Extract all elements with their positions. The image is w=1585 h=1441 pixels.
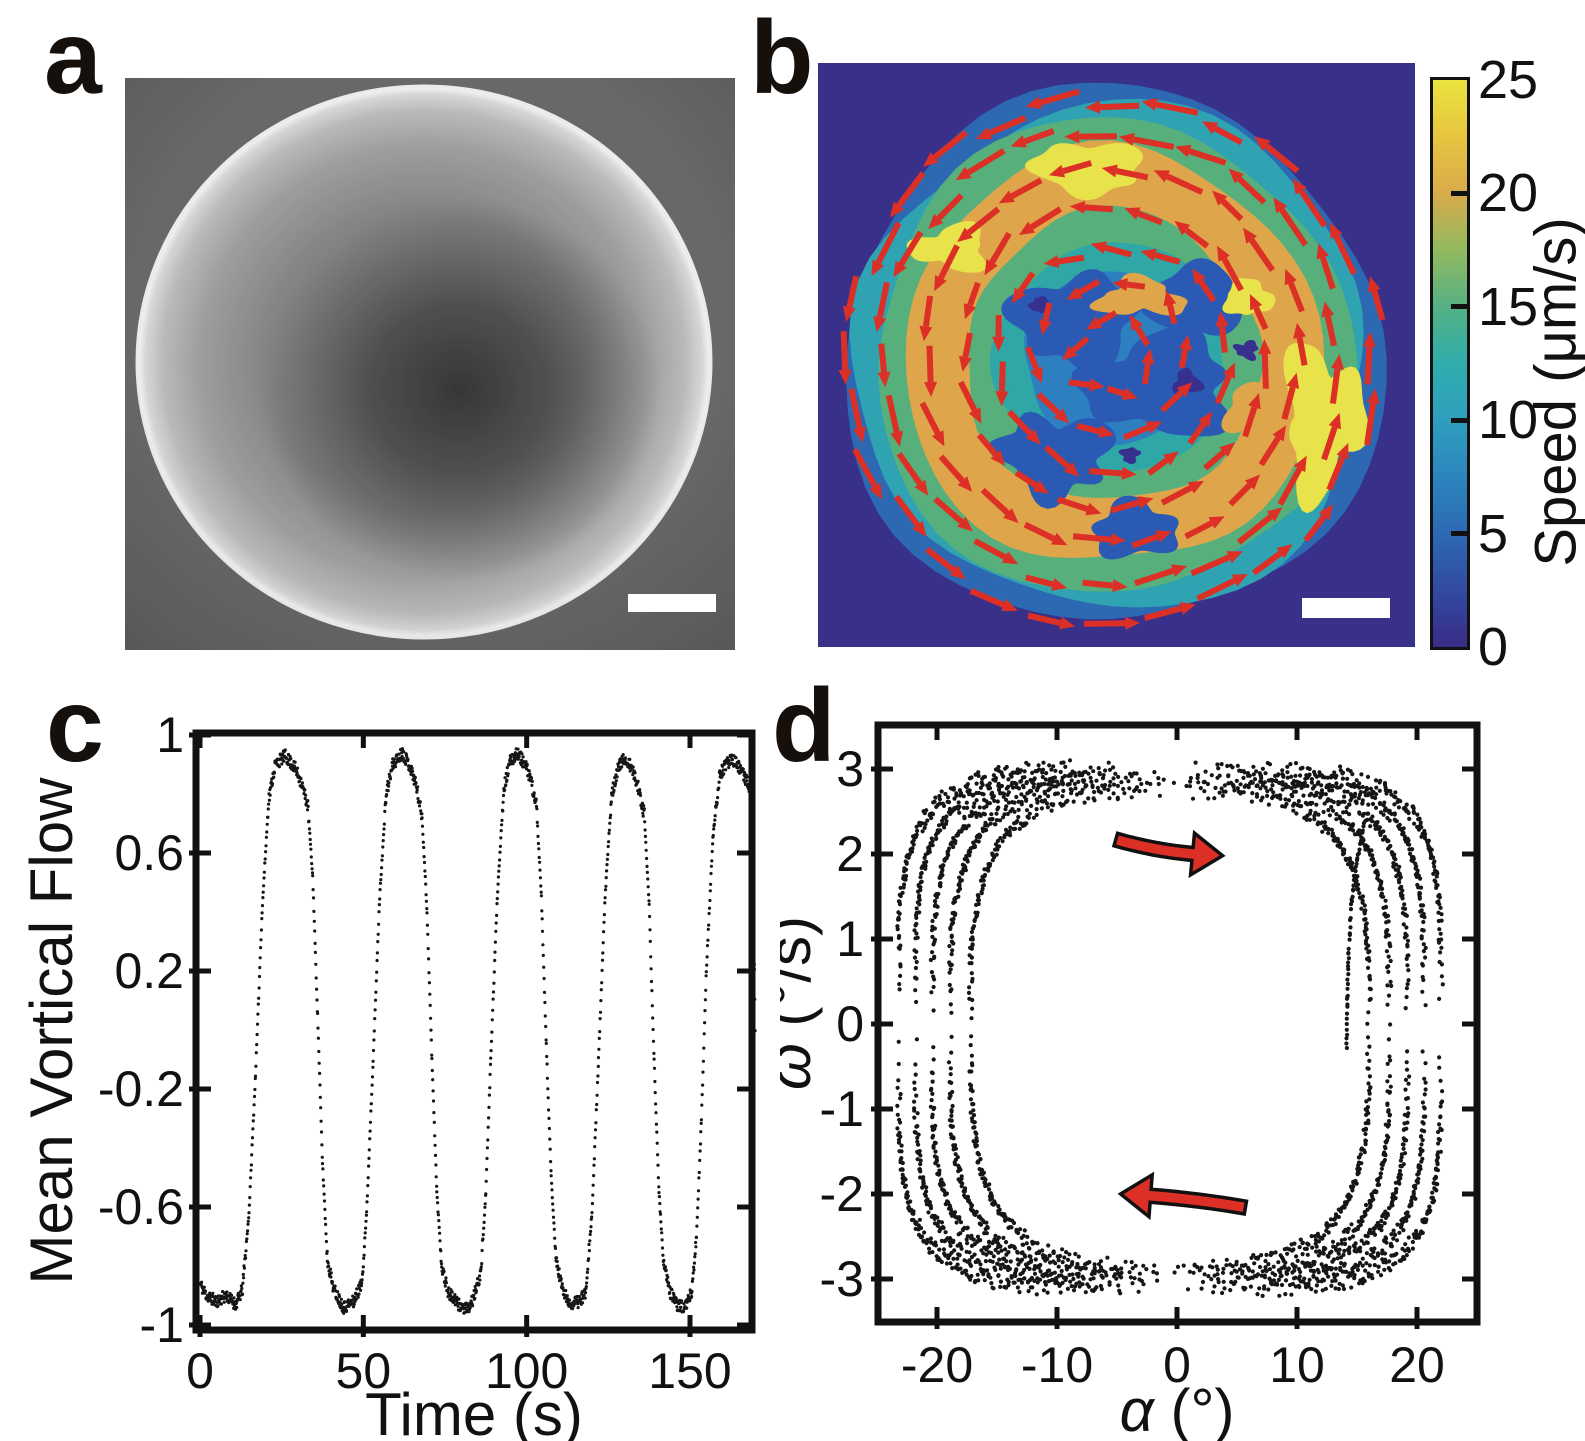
svg-text:0: 0	[186, 1343, 214, 1399]
velocity-arrows	[838, 88, 1386, 630]
panel-a-letter: a	[44, 0, 102, 116]
svg-text:0: 0	[1163, 1337, 1191, 1393]
colorbar-tick	[1451, 190, 1467, 196]
colorbar-tick	[1451, 531, 1467, 537]
svg-text:20: 20	[1389, 1337, 1445, 1393]
axes-frame-d	[871, 721, 1481, 1329]
colorbar-tick-label: 5	[1478, 503, 1509, 564]
colorbar-title: Speed (μm/s)	[1523, 217, 1585, 567]
colorbar	[1430, 77, 1470, 650]
svg-text:2: 2	[836, 826, 864, 882]
scale-bar-a	[628, 594, 716, 612]
svg-text:100: 100	[485, 1343, 568, 1399]
direction-arrow	[1111, 829, 1226, 879]
svg-text:-20: -20	[901, 1337, 973, 1393]
panel-b-letter: b	[750, 0, 814, 116]
svg-text:1: 1	[836, 911, 864, 967]
colorbar-tick-label: 10	[1478, 390, 1539, 451]
contour-patch	[1089, 272, 1188, 316]
svg-text:-1: -1	[820, 1081, 864, 1137]
svg-text:-3: -3	[820, 1251, 864, 1307]
svg-text:-10: -10	[1021, 1337, 1093, 1393]
svg-text:-1: -1	[140, 1297, 184, 1353]
direction-arrow	[1117, 1171, 1249, 1221]
svg-text:150: 150	[648, 1343, 731, 1399]
svg-text:-0.2: -0.2	[98, 1061, 184, 1117]
svg-text:3: 3	[836, 741, 864, 797]
axes-frame-c	[189, 729, 756, 1337]
colorbar-tick-label: 0	[1478, 617, 1509, 677]
scatter-points-d	[895, 758, 1445, 1298]
x-axis-label-d: α (°)	[1120, 1377, 1235, 1441]
svg-text:-0.6: -0.6	[98, 1179, 184, 1235]
svg-text:50: 50	[336, 1343, 392, 1399]
svg-text:-2: -2	[820, 1166, 864, 1222]
speed-contours	[818, 63, 1415, 647]
svg-text:1: 1	[156, 707, 184, 763]
y-axis-label-d: ω (°/s)	[780, 916, 823, 1090]
colorbar-tick-label: 25	[1478, 50, 1539, 110]
svg-text:10: 10	[1269, 1337, 1325, 1393]
panel-b-flowmap	[818, 63, 1415, 647]
colorbar-tick	[1451, 417, 1467, 423]
panel-c-letter: c	[46, 668, 104, 784]
scatter-points-c	[198, 747, 757, 1315]
svg-text:0.2: 0.2	[114, 943, 184, 999]
panel-a-micrograph	[125, 78, 735, 650]
contour-patch	[988, 411, 1117, 509]
svg-text:0.6: 0.6	[114, 825, 184, 881]
y-axis-label-c: Mean Vortical Flow	[20, 777, 85, 1285]
panel-c-plot: 0 50 100 150 1 0.6 0.2 -0.2 -0.6 -1 Time (s) Mean…	[20, 707, 757, 1441]
x-axis-label-c: Time (s)	[365, 1381, 583, 1441]
colorbar-tick-label: 20	[1478, 163, 1539, 224]
panel-d-letter: d	[772, 668, 836, 784]
contour-patch	[1071, 324, 1231, 437]
contour-patch	[1118, 447, 1142, 465]
contour-patch	[1222, 278, 1276, 315]
colorbar-tick-label: 15	[1478, 276, 1539, 337]
scale-bar-b	[1302, 598, 1390, 618]
tick-labels-c: 0 50 100 150 1 0.6 0.2 -0.2 -0.6 -1	[98, 707, 732, 1399]
contour-patch	[1232, 340, 1259, 362]
contour-patch	[1024, 143, 1143, 201]
colorbar-tick	[1451, 304, 1467, 310]
cycle-direction-arrows	[1111, 829, 1249, 1221]
contour-patch	[1139, 258, 1242, 336]
film-grain	[125, 78, 735, 650]
svg-text:0: 0	[836, 996, 864, 1052]
